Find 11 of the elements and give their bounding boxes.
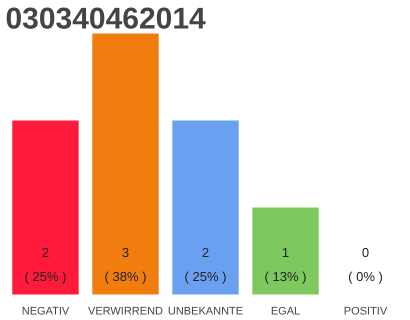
x-tick-label: EGAL [270, 306, 300, 318]
x-tick-label: POSITIV [344, 306, 388, 318]
x-tick-label: UNBEKANNTE [168, 306, 244, 318]
data-label: 1 ( 13% ) [264, 245, 306, 284]
x-tick-label: NEGATIV [22, 306, 70, 318]
chart-title: 030340462014 [6, 2, 206, 36]
data-label: 0 ( 0% ) [348, 245, 383, 284]
x-tick-label: VERWIRREND [88, 306, 164, 318]
data-label: 3 ( 38% ) [104, 245, 146, 284]
data-label: 2 ( 25% ) [24, 245, 66, 284]
data-label: 2 ( 25% ) [184, 245, 226, 284]
